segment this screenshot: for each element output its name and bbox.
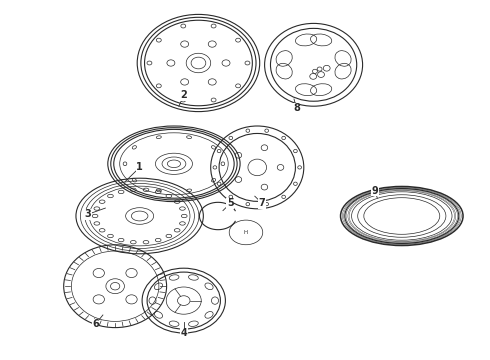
Text: 3: 3: [85, 209, 92, 219]
Text: 9: 9: [371, 186, 378, 196]
Text: H: H: [244, 230, 248, 235]
Text: 4: 4: [180, 328, 187, 338]
Text: 8: 8: [293, 103, 300, 113]
Text: 6: 6: [92, 319, 99, 329]
Text: 1: 1: [136, 162, 143, 172]
Text: 2: 2: [180, 90, 187, 100]
Text: 7: 7: [259, 198, 266, 208]
Text: 5: 5: [227, 198, 234, 208]
